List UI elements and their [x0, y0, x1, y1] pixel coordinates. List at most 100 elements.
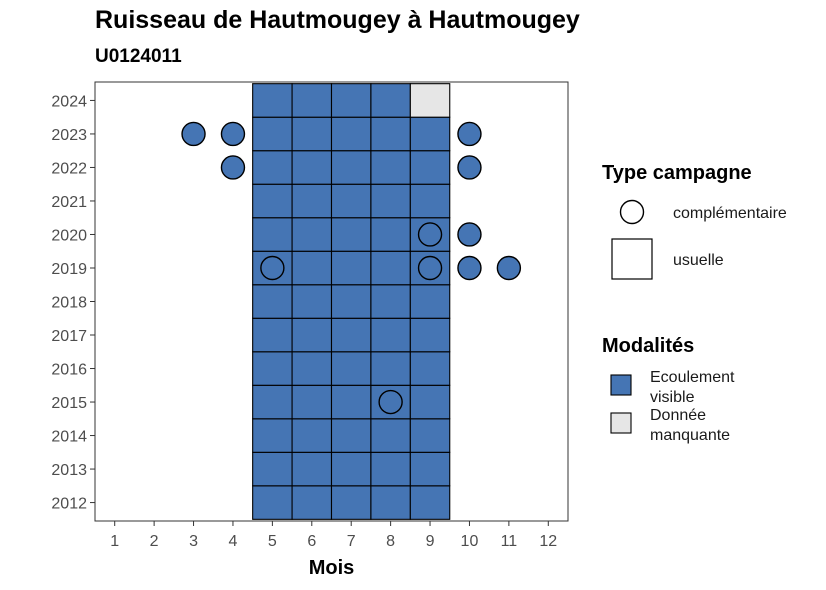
legend-label-0-1: visible — [650, 389, 695, 406]
tile-2024-7 — [330, 83, 372, 118]
tile-2014-8 — [370, 418, 411, 453]
tile-2013-8 — [370, 451, 411, 487]
point-2023-10 — [457, 121, 482, 147]
tile-2013-6 — [291, 451, 333, 487]
x-axis-title: Mois — [309, 557, 355, 579]
point-2020-9 — [417, 222, 443, 247]
y-tick-label-2012: 2012 — [51, 496, 87, 513]
y-tick-label-2017: 2017 — [51, 328, 87, 345]
y-tick-label-2023: 2023 — [51, 127, 87, 144]
point-2023-4 — [220, 121, 246, 147]
legend-key-1 — [610, 412, 632, 434]
tile-2020-7 — [330, 217, 372, 252]
legend-circle-key — [619, 199, 645, 225]
legend-label-1-0: Donnée — [650, 407, 706, 424]
point-2022-4 — [220, 155, 246, 180]
tile-2012-8 — [370, 485, 411, 520]
x-tick-label-10: 10 — [461, 533, 479, 550]
point-2015-8 — [378, 389, 403, 415]
tile-2022-8 — [370, 150, 411, 185]
point-2022-10 — [457, 155, 482, 180]
tile-2022-5 — [252, 150, 293, 185]
tile-2023-7 — [330, 116, 372, 152]
tile-2012-5 — [252, 485, 293, 520]
tile-2012-7 — [330, 485, 372, 520]
point-2019-10 — [457, 255, 482, 281]
tile-2017-7 — [330, 317, 372, 353]
x-tick-label-2: 2 — [150, 533, 159, 550]
legend-type-title: Type campagne — [602, 162, 752, 184]
tile-2013-9 — [409, 451, 451, 487]
x-tick-label-8: 8 — [386, 533, 395, 550]
tile-2023-8 — [370, 116, 411, 152]
tile-2016-9 — [409, 351, 451, 386]
tile-2024-8 — [370, 83, 411, 118]
x-tick-label-9: 9 — [426, 533, 435, 550]
point-2019-9 — [417, 255, 443, 281]
tile-2024-9 — [409, 83, 451, 118]
tile-2015-5 — [252, 384, 293, 420]
legend-key-0 — [610, 374, 632, 396]
point-2019-5 — [260, 255, 285, 281]
y-tick-label-2018: 2018 — [51, 295, 87, 312]
y-tick-label-2024: 2024 — [51, 93, 87, 110]
tile-2012-6 — [291, 485, 333, 520]
y-tick-label-2022: 2022 — [51, 160, 87, 177]
tile-2019-7 — [330, 250, 372, 286]
tile-2024-5 — [252, 83, 293, 118]
tile-2020-5 — [252, 217, 293, 252]
tile-2020-8 — [370, 217, 411, 252]
tile-2017-8 — [370, 317, 411, 353]
tile-2017-6 — [291, 317, 333, 353]
y-tick-label-2021: 2021 — [51, 194, 87, 211]
tile-2017-5 — [252, 317, 293, 353]
chart-title: Ruisseau de Hautmougey à Hautmougey — [95, 6, 580, 34]
tile-2023-6 — [291, 116, 333, 152]
y-tick-label-2020: 2020 — [51, 227, 87, 244]
tile-2017-9 — [409, 317, 451, 353]
tile-2022-9 — [409, 150, 451, 185]
tile-2022-6 — [291, 150, 333, 185]
tile-2013-5 — [252, 451, 293, 487]
x-tick-label-3: 3 — [189, 533, 198, 550]
tile-2018-6 — [291, 284, 333, 319]
legend-square-key — [611, 238, 653, 280]
tile-2020-6 — [291, 217, 333, 252]
x-tick-label-5: 5 — [268, 533, 277, 550]
tile-2021-9 — [409, 183, 451, 219]
y-tick-label-2014: 2014 — [51, 429, 87, 446]
tile-2015-7 — [330, 384, 372, 420]
legend-label-1-1: manquante — [650, 427, 730, 444]
x-tick-label-6: 6 — [307, 533, 316, 550]
tile-2012-9 — [409, 485, 451, 520]
tile-2014-9 — [409, 418, 451, 453]
legend-modalite-title: Modalités — [602, 335, 694, 357]
point-2019-11 — [496, 255, 522, 281]
tile-2021-5 — [252, 183, 293, 219]
tile-2015-6 — [291, 384, 333, 420]
tile-2019-6 — [291, 250, 333, 286]
y-tick-label-2016: 2016 — [51, 362, 87, 379]
legend-label-usuelle: usuelle — [673, 252, 724, 269]
tile-2013-7 — [330, 451, 372, 487]
tile-2016-5 — [252, 351, 293, 386]
legend-label-0-0: Ecoulement — [650, 369, 735, 386]
x-tick-label-4: 4 — [229, 533, 238, 550]
tile-2018-9 — [409, 284, 451, 319]
tile-2014-5 — [252, 418, 293, 453]
tile-2014-7 — [330, 418, 372, 453]
chart-subtitle: U0124011 — [95, 46, 182, 67]
tile-2021-6 — [291, 183, 333, 219]
legend-label-complementaire: complémentaire — [673, 205, 787, 222]
tile-2019-8 — [370, 250, 411, 286]
tile-2016-8 — [370, 351, 411, 386]
x-tick-label-1: 1 — [110, 533, 119, 550]
tile-2016-6 — [291, 351, 333, 386]
tile-2023-5 — [252, 116, 293, 152]
tile-2014-6 — [291, 418, 333, 453]
x-tick-label-7: 7 — [347, 533, 356, 550]
point-2023-3 — [181, 121, 206, 147]
tile-2024-6 — [291, 83, 333, 118]
tile-2023-9 — [409, 116, 451, 152]
